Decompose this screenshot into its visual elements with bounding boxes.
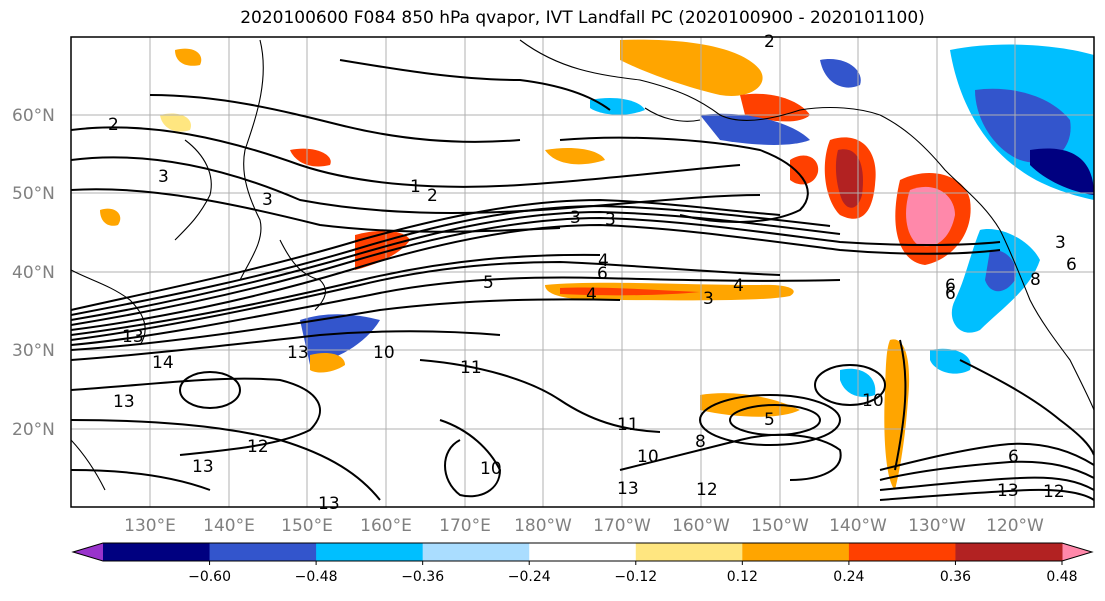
contour-label: 8 bbox=[695, 432, 706, 452]
colorbar-label: −0.36 bbox=[401, 569, 444, 585]
contour-label: 2 bbox=[108, 115, 119, 135]
contour-label: 10 bbox=[862, 391, 884, 411]
contour-label: 3 bbox=[605, 210, 616, 230]
contour-label: 3 bbox=[703, 289, 714, 309]
colorbar-segment bbox=[529, 543, 637, 561]
lon-label: 120°W bbox=[986, 516, 1044, 536]
lon-axis: 130°E 140°E 150°E 160°E 170°E 180°W 170°… bbox=[124, 516, 1044, 536]
figure-title: 2020100600 F084 850 hPa qvapor, IVT Land… bbox=[240, 8, 925, 28]
contours bbox=[71, 59, 1094, 501]
lon-label: 160°E bbox=[360, 516, 412, 536]
contour-label: 13 bbox=[113, 392, 135, 412]
lon-label: 180°W bbox=[514, 516, 572, 536]
contour-labels: 2 3 1 2 3 3 3 4 5 6 4 3 4 6 8 6 13 14 13… bbox=[108, 32, 1077, 514]
contour-label: 6 bbox=[1066, 255, 1077, 275]
contour-label: 6 bbox=[597, 264, 608, 284]
contour-label: 4 bbox=[733, 276, 744, 296]
lon-label: 130°W bbox=[908, 516, 966, 536]
contour-label: 6 bbox=[945, 276, 956, 296]
contour-label: 14 bbox=[152, 353, 174, 373]
contour-label: 10 bbox=[480, 459, 502, 479]
lon-label: 150°W bbox=[751, 516, 809, 536]
contour-label: 3 bbox=[158, 167, 169, 187]
colorbar-label: 0.36 bbox=[940, 569, 971, 585]
contour-label: 5 bbox=[483, 273, 494, 293]
colorbar: −0.60 −0.48 −0.36 −0.24 −0.12 0.12 0.24 0.36 0.4… bbox=[71, 542, 1094, 585]
colorbar-label: −0.12 bbox=[614, 569, 657, 585]
colorbar-segment bbox=[422, 543, 530, 561]
colorbar-segment bbox=[955, 543, 1063, 561]
lat-label: 40°N bbox=[12, 263, 55, 283]
contour-label: 13 bbox=[617, 479, 639, 499]
contour-label: 4 bbox=[598, 251, 609, 271]
contour-label: 3 bbox=[1055, 233, 1066, 253]
colorbar-outline bbox=[71, 542, 1094, 562]
contour-label: 13 bbox=[122, 327, 144, 347]
contour-label: 10 bbox=[637, 447, 659, 467]
contour-label: 6 bbox=[945, 284, 956, 304]
contour-label: 5 bbox=[764, 410, 775, 430]
contour-label: 12 bbox=[696, 480, 718, 500]
lat-axis: 60°N 50°N 40°N 30°N 20°N bbox=[12, 106, 55, 440]
colorbar-label: 0.24 bbox=[833, 569, 864, 585]
colorbar-segment bbox=[209, 543, 317, 561]
map-frame bbox=[70, 36, 1095, 508]
colorbar-label: 0.48 bbox=[1046, 569, 1077, 585]
lon-label: 170°W bbox=[593, 516, 651, 536]
lat-label: 60°N bbox=[12, 106, 55, 126]
contour-label: 13 bbox=[318, 494, 340, 514]
colorbar-extend-min bbox=[73, 543, 103, 561]
contour-label: 2 bbox=[764, 32, 775, 52]
contour-label: 1 bbox=[410, 177, 421, 197]
colorbar-label: 0.12 bbox=[727, 569, 758, 585]
contour-label: 11 bbox=[617, 415, 639, 435]
colorbar-segment bbox=[316, 543, 424, 561]
shading-layer bbox=[100, 39, 1094, 490]
contour-label: 13 bbox=[997, 481, 1019, 501]
lon-label: 170°E bbox=[439, 516, 491, 536]
lon-label: 130°E bbox=[124, 516, 176, 536]
contour-label: 3 bbox=[262, 190, 273, 210]
contour-label: 10 bbox=[373, 343, 395, 363]
contour-label: 12 bbox=[1043, 482, 1065, 502]
colorbar-label: −0.60 bbox=[188, 569, 231, 585]
contour-label: 8 bbox=[1030, 270, 1041, 290]
contour-label: 11 bbox=[460, 358, 482, 378]
gridlines bbox=[71, 37, 1094, 507]
lon-label: 140°W bbox=[829, 516, 887, 536]
contour-label: 3 bbox=[570, 208, 581, 228]
lon-label: 140°E bbox=[203, 516, 255, 536]
colorbar-segment bbox=[848, 543, 956, 561]
colorbar-segment bbox=[635, 543, 743, 561]
lon-label: 150°E bbox=[281, 516, 333, 536]
colorbar-segment bbox=[103, 543, 211, 561]
colorbar-segment bbox=[742, 543, 850, 561]
coastlines bbox=[71, 39, 1094, 491]
contour-label: 6 bbox=[1008, 447, 1019, 467]
contour-label: 13 bbox=[192, 457, 214, 477]
colorbar-label: −0.48 bbox=[295, 569, 338, 585]
lat-label: 20°N bbox=[12, 420, 55, 440]
contour-label: 2 bbox=[427, 186, 438, 206]
contour-label: 13 bbox=[287, 343, 309, 363]
lat-label: 30°N bbox=[12, 341, 55, 361]
colorbar-label: −0.24 bbox=[508, 569, 551, 585]
colorbar-extend-max bbox=[1062, 543, 1092, 561]
contour-label: 12 bbox=[247, 437, 269, 457]
lon-label: 160°W bbox=[672, 516, 730, 536]
contour-label: 4 bbox=[586, 285, 597, 305]
map-panel: 2 3 1 2 3 3 3 4 5 6 4 3 4 6 8 6 13 14 13… bbox=[70, 32, 1095, 514]
lat-label: 50°N bbox=[12, 184, 55, 204]
